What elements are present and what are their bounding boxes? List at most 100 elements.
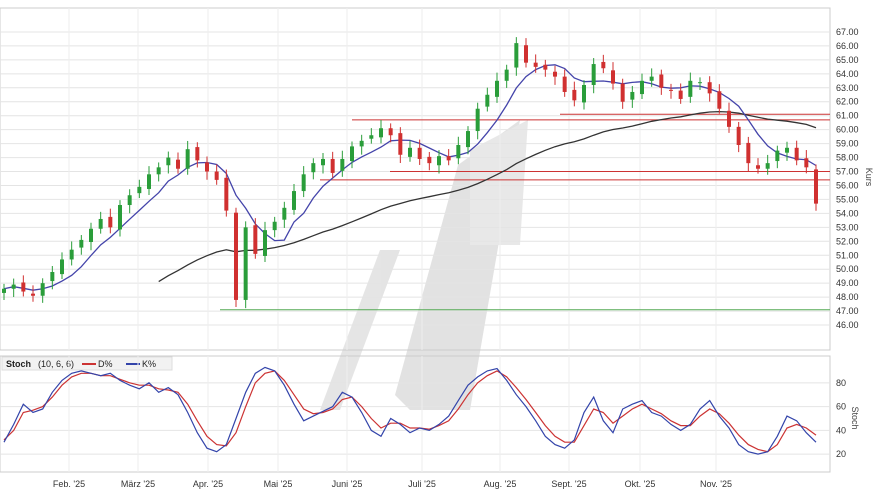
candlestick: [234, 207, 238, 308]
candlestick: [282, 201, 287, 228]
x-tick: Juni '25: [332, 479, 363, 489]
candlestick: [814, 164, 818, 211]
stoch-y-tick: 80: [836, 378, 846, 388]
candlestick: [350, 141, 354, 169]
candlestick: [437, 150, 441, 174]
candlestick: [669, 83, 673, 99]
stoch-y-tick: 20: [836, 449, 846, 459]
support-resistance-lines: [220, 113, 830, 311]
price-y-tick: 49.00: [836, 278, 859, 288]
candlestick: [224, 169, 229, 217]
price-vertical-gridlines: [68, 8, 717, 350]
candlestick: [292, 183, 296, 215]
price-y-tick: 47.00: [836, 306, 859, 316]
stoch-panel-frame: [0, 355, 831, 473]
price-gridlines: [0, 31, 830, 326]
candlestick: [89, 222, 93, 251]
candlestick: [756, 158, 760, 174]
price-y-tick: 63.00: [836, 83, 859, 93]
candlestick: [775, 145, 780, 169]
candlestick: [253, 218, 258, 259]
x-tick: März '25: [121, 479, 155, 489]
price-panel-frame: [0, 7, 831, 351]
price-y-tick: 51.00: [836, 250, 859, 260]
x-tick: Mai '25: [264, 479, 293, 489]
candlestick: [446, 149, 451, 166]
price-y-tick: 46.00: [836, 320, 859, 330]
price-y-tick: 57.00: [836, 167, 859, 177]
x-tick: Apr. '25: [193, 479, 223, 489]
candlestick: [572, 81, 577, 107]
price-y-tick: 52.00: [836, 236, 859, 246]
price-y-tick: 48.00: [836, 292, 859, 302]
candlestick: [398, 127, 403, 164]
candlestick: [379, 120, 383, 144]
candlestick: [707, 76, 712, 102]
candlestick: [582, 80, 586, 110]
price-y-axis-title: Kurs: [864, 168, 874, 187]
x-tick: Aug. '25: [484, 479, 517, 489]
candlestick: [591, 58, 596, 94]
price-y-tick: 50.00: [836, 264, 859, 274]
price-y-tick: 67.00: [836, 27, 859, 37]
candlestick: [127, 189, 132, 214]
candlestick: [736, 121, 741, 153]
candlestick: [456, 136, 461, 165]
price-y-tick: 66.00: [836, 41, 859, 51]
price-y-tick: 62.00: [836, 97, 859, 107]
candlestick: [698, 77, 702, 91]
candlestick: [147, 166, 151, 195]
candlestick: [717, 84, 722, 114]
candlestick: [417, 139, 422, 165]
price-panel: 46.00 47.00 48.00 49.00 50.00 51.00 52.00 53.00…: [0, 7, 874, 351]
candlestick: [765, 154, 770, 175]
candlestick: [427, 151, 432, 171]
candlestick: [166, 151, 171, 174]
candlestick: [156, 162, 161, 182]
candlestick: [804, 150, 809, 174]
candlestick: [688, 72, 693, 103]
candlestick: [746, 136, 751, 172]
candlestick: [50, 266, 55, 290]
candlestick: [620, 78, 625, 109]
candlestick: [678, 83, 683, 104]
candlestick: [640, 73, 644, 99]
candlestick: [495, 72, 499, 103]
candlestick: [649, 68, 654, 87]
stoch-y-tick: 60: [836, 402, 846, 412]
candlestick: [301, 166, 306, 198]
candlestick: [630, 85, 635, 108]
candlestick: [359, 134, 364, 155]
candlestick: [601, 54, 606, 74]
x-tick: Okt. '25: [625, 479, 656, 489]
candlestick: [408, 140, 412, 162]
candlestick: [562, 69, 567, 97]
candlestick: [504, 64, 509, 88]
price-y-tick: 59.00: [836, 139, 859, 149]
candlestick: [659, 69, 664, 95]
candlestick: [214, 164, 219, 185]
candlestick: [533, 54, 538, 73]
stoch-d-line: [3, 370, 817, 453]
candlestick: [118, 200, 122, 237]
moving-average-fast-line: [3, 64, 817, 291]
price-y-tick: 54.00: [836, 208, 859, 218]
x-tick: Sept. '25: [551, 479, 586, 489]
candlestick: [137, 179, 142, 199]
price-y-tick: 60.00: [836, 125, 859, 135]
x-tick: Juli '25: [408, 479, 436, 489]
candlesticks: [2, 37, 818, 309]
candlestick: [611, 62, 615, 90]
candlestick: [195, 142, 200, 168]
candlestick: [108, 208, 113, 234]
stoch-y-tick: 40: [836, 425, 846, 435]
candlestick: [21, 275, 26, 297]
candlestick: [321, 152, 325, 174]
candlestick: [69, 241, 74, 266]
x-tick: Nov. '25: [700, 479, 732, 489]
stoch-vertical-gridlines: [68, 356, 717, 472]
price-y-tick: 58.00: [836, 153, 859, 163]
price-y-tick: 65.00: [836, 55, 859, 65]
stoch-y-axis-title: Stoch: [850, 406, 860, 429]
candlestick: [185, 140, 190, 175]
